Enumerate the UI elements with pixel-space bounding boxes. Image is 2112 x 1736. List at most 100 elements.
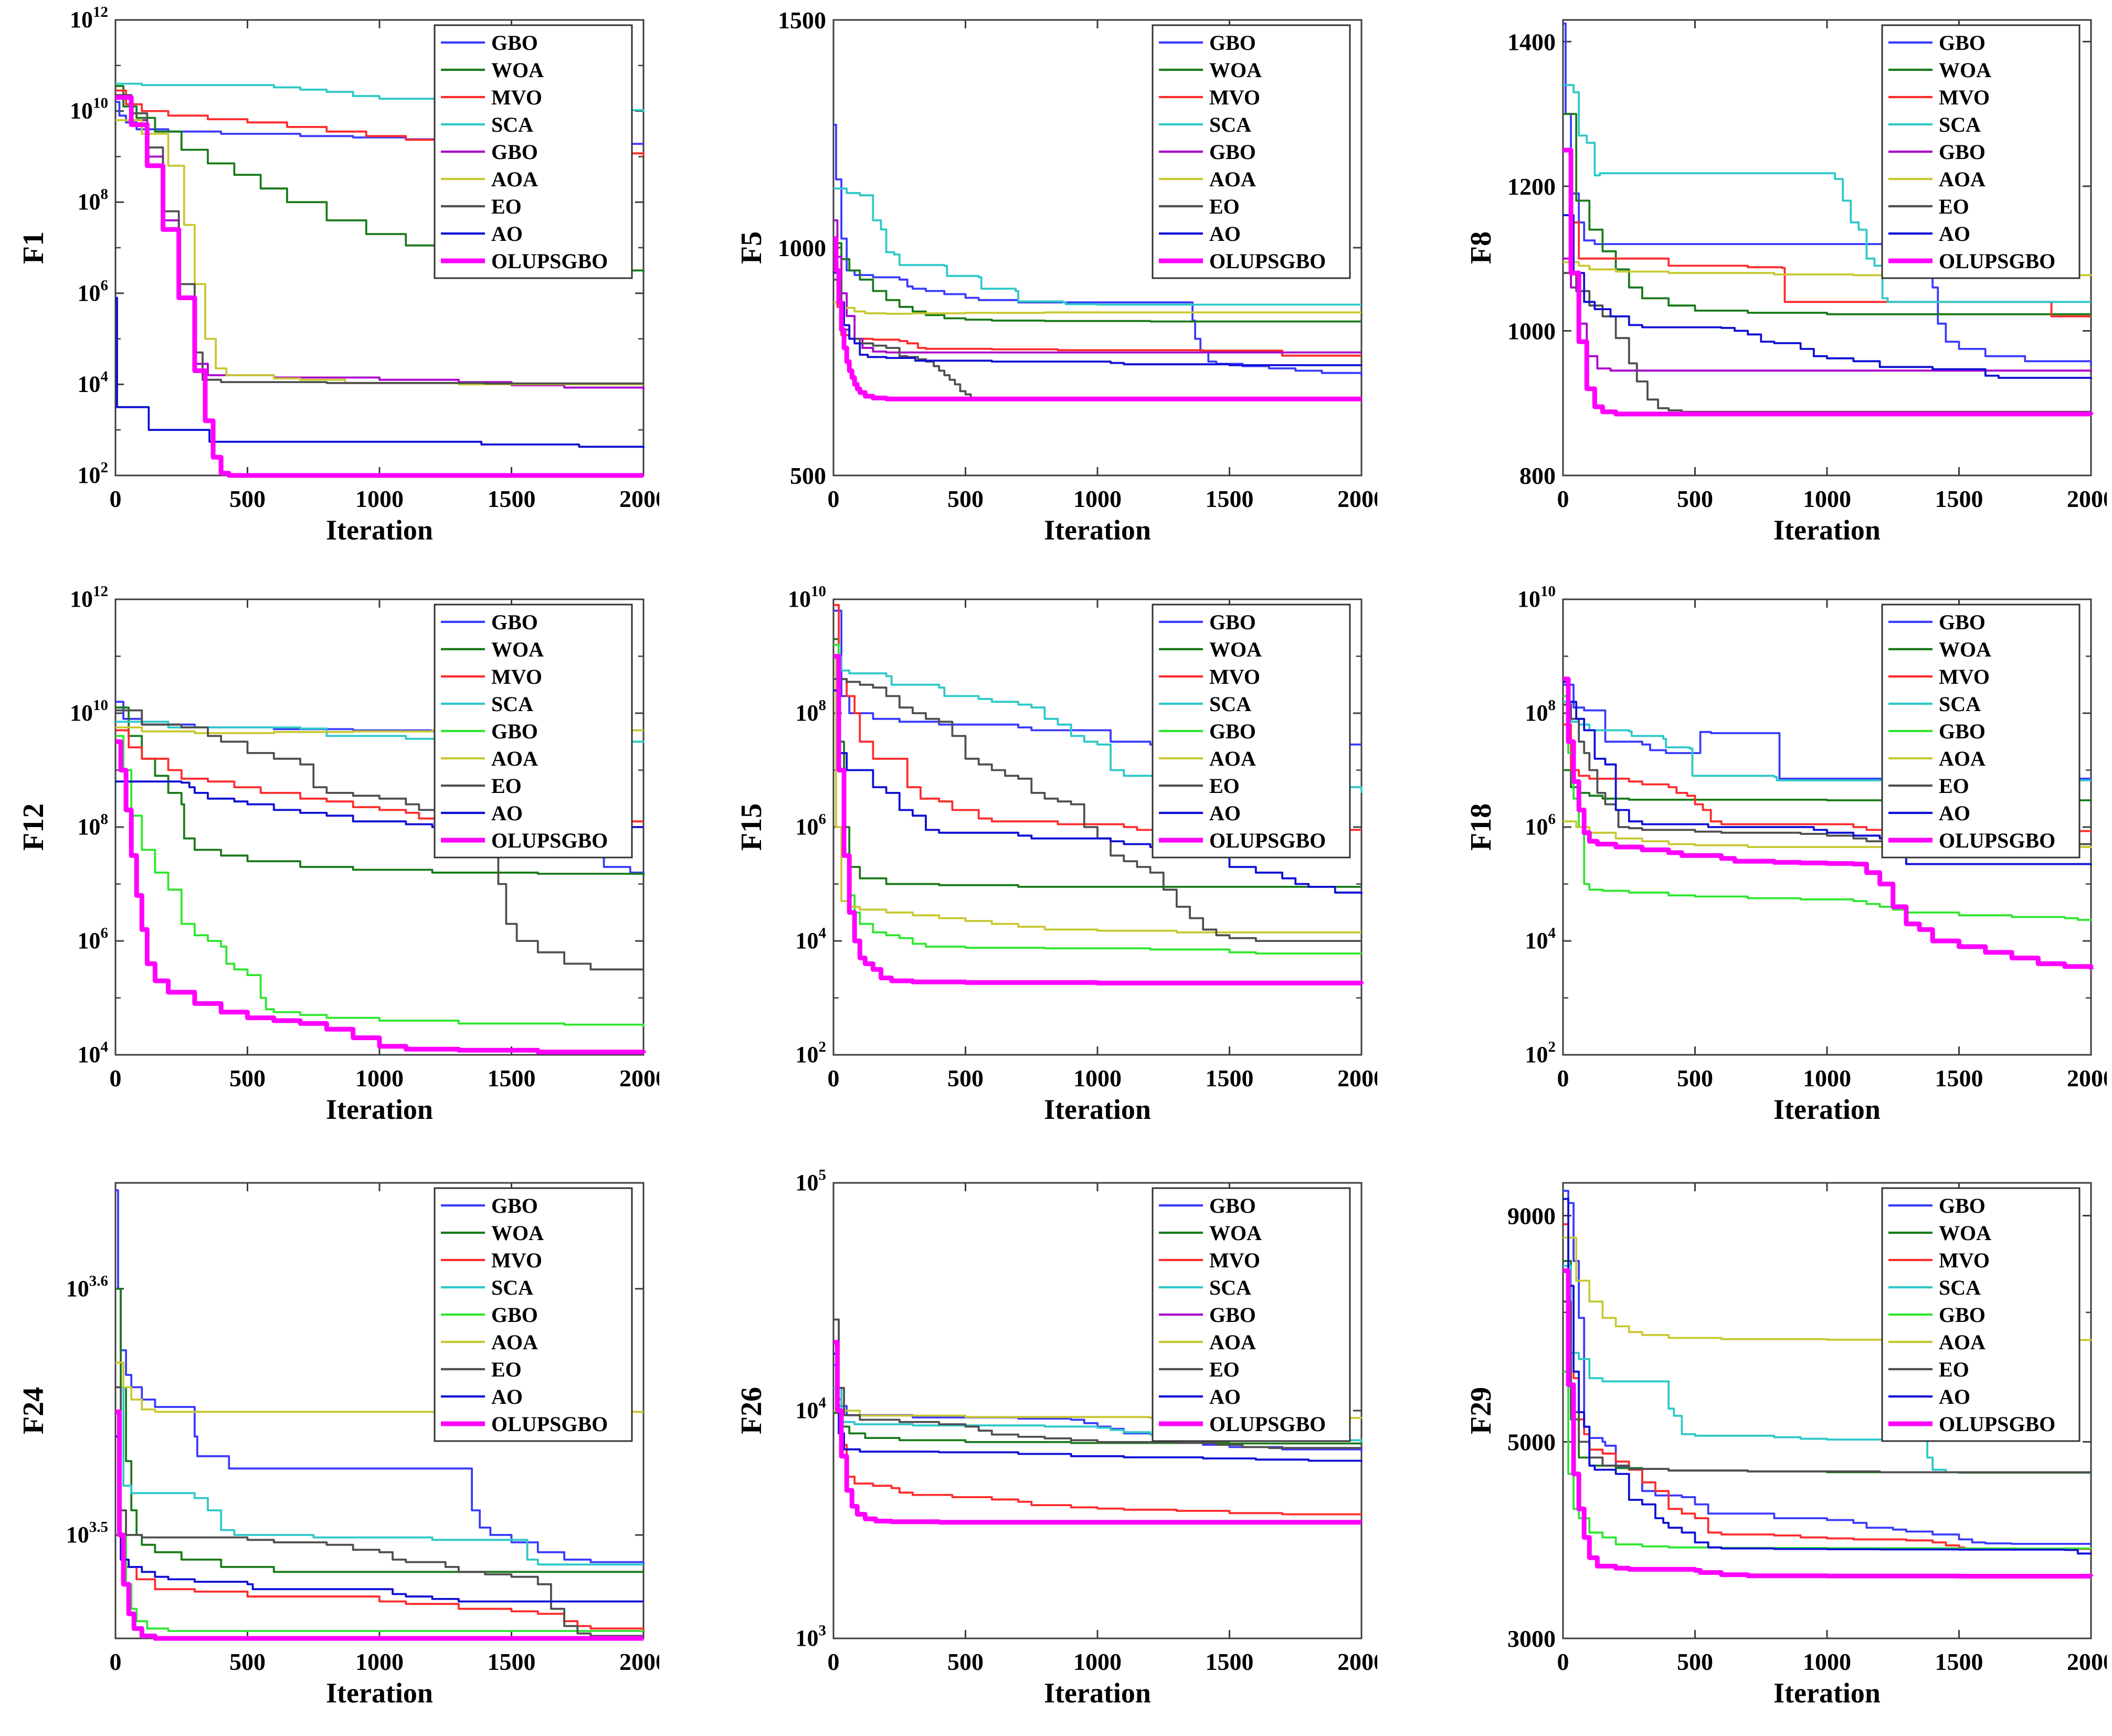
legend-label: OLUPSGBO — [491, 1412, 608, 1436]
legend-item-GBO: GBO — [1159, 610, 1256, 634]
series-line-AOA — [1563, 820, 2092, 849]
x-axis: 0 500 1000 1500 2000 — [110, 1183, 668, 1675]
legend-label: AOA — [491, 167, 538, 191]
legend-item-GBO: GBO — [1888, 1303, 1986, 1327]
legend-label: GBO — [1209, 719, 1256, 743]
x-axis-label: Iteration — [1773, 1677, 1881, 1709]
x-tick-label: 2000 — [2067, 1065, 2107, 1092]
legend-label: AOA — [1209, 747, 1256, 770]
y-tick-label: 108 — [796, 697, 827, 726]
legend-label: OLUPSGBO — [1939, 249, 2055, 273]
legend: GBO WOA MVO SCA GBO AOA EO AO OLUPSGBO — [1881, 604, 2081, 859]
legend-item-OLUPSGBO: OLUPSGBO — [1159, 1412, 1326, 1436]
legend: GBO WOA MVO SCA GBO AOA EO AO OLUPSGBO — [434, 1187, 633, 1442]
legend-label: GBO — [1939, 31, 1986, 55]
legend-label: GBO — [491, 1303, 538, 1327]
legend-label: AOA — [1209, 167, 1256, 191]
axes: 0 500 1000 1500 2000 1400 1200 1000 800 — [1507, 19, 2112, 512]
legend-item-AO: AO — [1159, 1385, 1241, 1409]
x-tick-label: 1500 — [1935, 1648, 1983, 1675]
legend-item-SCA: SCA — [1888, 113, 1981, 136]
x-tick-label: 0 — [1557, 1065, 1569, 1092]
series-line-WOA — [833, 638, 1361, 888]
legend-item-WOA: WOA — [441, 638, 544, 661]
legend-item-EO: EO — [1159, 195, 1240, 218]
x-tick-label: 1500 — [488, 1065, 536, 1092]
legend-item-GBO: GBO — [1888, 1194, 1986, 1218]
legend-item-GBO: GBO — [1159, 1303, 1256, 1327]
legend-item-OLUPSGBO: OLUPSGBO — [1888, 249, 2055, 273]
legend: GBO WOA MVO SCA GBO AOA EO AO OLUPSGBO — [1881, 1187, 2081, 1442]
legend-label: WOA — [1209, 638, 1262, 661]
y-axis: 105 104 103 — [796, 1167, 1361, 1651]
legend-label: OLUPSGBO — [1209, 1412, 1326, 1436]
legend-item-WOA: WOA — [1888, 638, 1991, 661]
y-axis: 1010 108 106 104 102 — [1517, 583, 2091, 1067]
series-line-OLUPSGBO — [115, 95, 643, 478]
legend-label: EO — [1939, 1358, 1969, 1381]
legend-label: GBO — [1939, 1194, 1986, 1218]
series-line-EO — [1563, 272, 2092, 413]
x-tick-label: 1500 — [1206, 485, 1254, 512]
legend-label: AO — [491, 1385, 523, 1409]
legend-label: OLUPSGBO — [1939, 829, 2055, 852]
legend-item-SCA: SCA — [1159, 1276, 1251, 1299]
series-line-AO — [115, 297, 645, 448]
x-axis-label: Iteration — [326, 514, 433, 546]
y-tick-label: 103.6 — [66, 1273, 108, 1301]
x-tick-label: 1500 — [1935, 485, 1983, 512]
legend-item-MVO: MVO — [1159, 665, 1260, 689]
legend-label: SCA — [491, 692, 533, 716]
legend-item-AO: AO — [1888, 1385, 1970, 1409]
y-tick-label: 500 — [790, 462, 826, 489]
legend-label: AOA — [1939, 167, 1986, 191]
y-tick-label: 105 — [796, 1167, 827, 1195]
y-tick-label: 1500 — [778, 7, 826, 34]
legend-item-GBO: GBO — [441, 610, 538, 634]
legend-item-AOA: AOA — [1159, 747, 1256, 770]
y-axis-label: F24 — [17, 1387, 50, 1434]
series-line-GBO — [833, 219, 1361, 354]
legend-label: AO — [1939, 1385, 1970, 1409]
series-line-MVO — [115, 729, 643, 823]
legend-label: GBO — [1209, 1194, 1256, 1218]
legend-label: WOA — [491, 638, 544, 661]
legend-label: GBO — [491, 140, 538, 164]
y-tick-label: 103.5 — [66, 1519, 108, 1548]
legend-label: AO — [1939, 801, 1970, 825]
legend-label: WOA — [491, 1221, 544, 1245]
legend-label: AO — [1209, 1385, 1241, 1409]
legend-label: AO — [1209, 222, 1241, 246]
legend-item-EO: EO — [1159, 1358, 1240, 1381]
legend-item-EO: EO — [441, 195, 522, 218]
y-tick-label: 1010 — [788, 584, 826, 612]
legend-label: MVO — [1939, 665, 1990, 689]
series-line-EO — [833, 278, 1361, 400]
legend-item-AO: AO — [1159, 801, 1241, 825]
legend-label: MVO — [1209, 665, 1260, 689]
x-axis-label: Iteration — [1044, 1677, 1151, 1709]
legend-label: GBO — [491, 1194, 538, 1218]
legend-item-GBO: GBO — [441, 140, 538, 164]
legend-label: AO — [1939, 222, 1970, 246]
plot-F1: 0 500 1000 1500 2000 1012 1010 108 106 104 102 Iter… — [17, 4, 668, 546]
y-tick-label: 104 — [78, 368, 109, 397]
series-line-AOA — [115, 1361, 643, 1413]
series-line-AO — [115, 1435, 643, 1603]
legend-label: AO — [491, 222, 523, 246]
legend-item-SCA: SCA — [1159, 113, 1251, 136]
x-tick-label: 1000 — [1073, 485, 1122, 512]
legend-item-GBO: GBO — [1159, 719, 1256, 743]
legend-item-MVO: MVO — [1159, 86, 1260, 109]
legend: GBO WOA MVO SCA GBO AOA EO AO OLUPSGBO — [1152, 604, 1351, 859]
legend-label: MVO — [1939, 1248, 1990, 1272]
series-line-OLUPSGBO — [833, 654, 1364, 986]
legend-label: EO — [491, 195, 522, 218]
legend-item-EO: EO — [1159, 774, 1240, 798]
x-tick-label: 500 — [1677, 485, 1713, 512]
legend-label: GBO — [1939, 140, 1986, 164]
legend-item-AOA: AOA — [441, 747, 538, 770]
x-tick-label: 0 — [828, 1648, 840, 1675]
series-line-SCA — [833, 187, 1361, 306]
